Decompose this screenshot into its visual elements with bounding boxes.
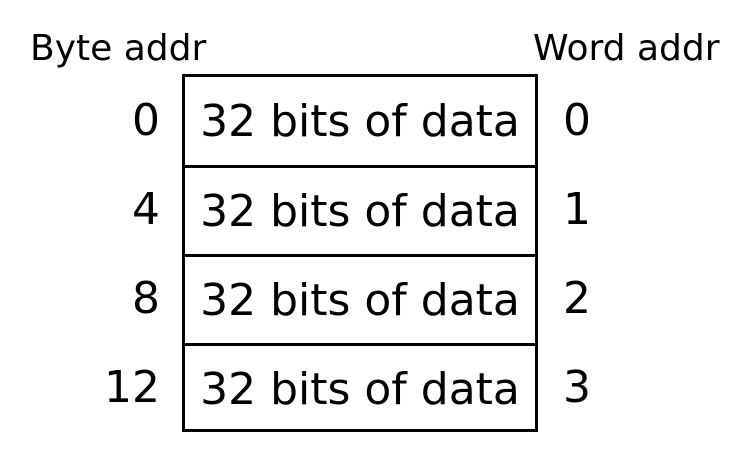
memory-table: 32 bits of data 32 bits of data 32 bits … [182, 74, 538, 432]
byte-addr-0: 0 [132, 95, 160, 146]
byte-addr-2: 8 [132, 273, 160, 324]
word-addr-3: 3 [563, 362, 591, 413]
memory-row-0: 32 bits of data [200, 96, 520, 148]
byte-addr-header: Byte addr [30, 28, 207, 69]
memory-row-1: 32 bits of data [185, 165, 535, 255]
memory-row-2: 32 bits of data [185, 254, 535, 344]
word-addr-0: 0 [563, 95, 591, 146]
word-addr-1: 1 [563, 184, 591, 235]
byte-addr-1: 4 [132, 184, 160, 235]
memory-row-3: 32 bits of data [185, 343, 535, 433]
byte-addr-3: 12 [104, 362, 160, 413]
word-addr-header: Word addr [533, 28, 720, 69]
word-addr-2: 2 [563, 273, 591, 324]
